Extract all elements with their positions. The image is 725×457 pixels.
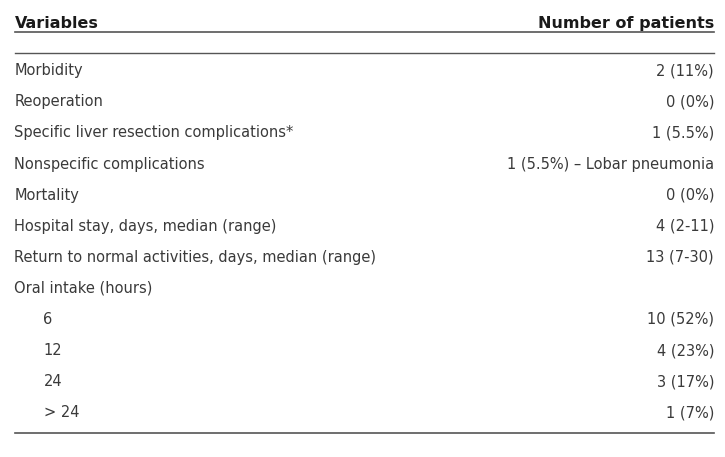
Text: 1 (7%): 1 (7%) [666, 405, 714, 420]
Text: 0 (0%): 0 (0%) [666, 95, 714, 109]
Text: Return to normal activities, days, median (range): Return to normal activities, days, media… [14, 250, 376, 265]
Text: 12: 12 [44, 343, 62, 358]
Text: 6: 6 [44, 312, 53, 327]
Text: 1 (5.5%): 1 (5.5%) [652, 126, 714, 140]
Text: Morbidity: Morbidity [14, 64, 83, 78]
Text: Mortality: Mortality [14, 188, 79, 202]
Text: 0 (0%): 0 (0%) [666, 188, 714, 202]
Text: Specific liver resection complications*: Specific liver resection complications* [14, 126, 294, 140]
Text: 4 (2-11): 4 (2-11) [655, 219, 714, 234]
Text: Variables: Variables [14, 16, 99, 31]
Text: > 24: > 24 [44, 405, 79, 420]
Text: Nonspecific complications: Nonspecific complications [14, 157, 205, 171]
Text: 10 (52%): 10 (52%) [647, 312, 714, 327]
Text: Oral intake (hours): Oral intake (hours) [14, 281, 153, 296]
Text: 3 (17%): 3 (17%) [657, 374, 714, 389]
Text: Number of patients: Number of patients [538, 16, 714, 31]
Text: Reoperation: Reoperation [14, 95, 104, 109]
Text: 24: 24 [44, 374, 62, 389]
Text: 2 (11%): 2 (11%) [657, 64, 714, 78]
Text: 4 (23%): 4 (23%) [657, 343, 714, 358]
Text: Hospital stay, days, median (range): Hospital stay, days, median (range) [14, 219, 277, 234]
Text: 13 (7-30): 13 (7-30) [647, 250, 714, 265]
Text: 1 (5.5%) – Lobar pneumonia: 1 (5.5%) – Lobar pneumonia [507, 157, 714, 171]
